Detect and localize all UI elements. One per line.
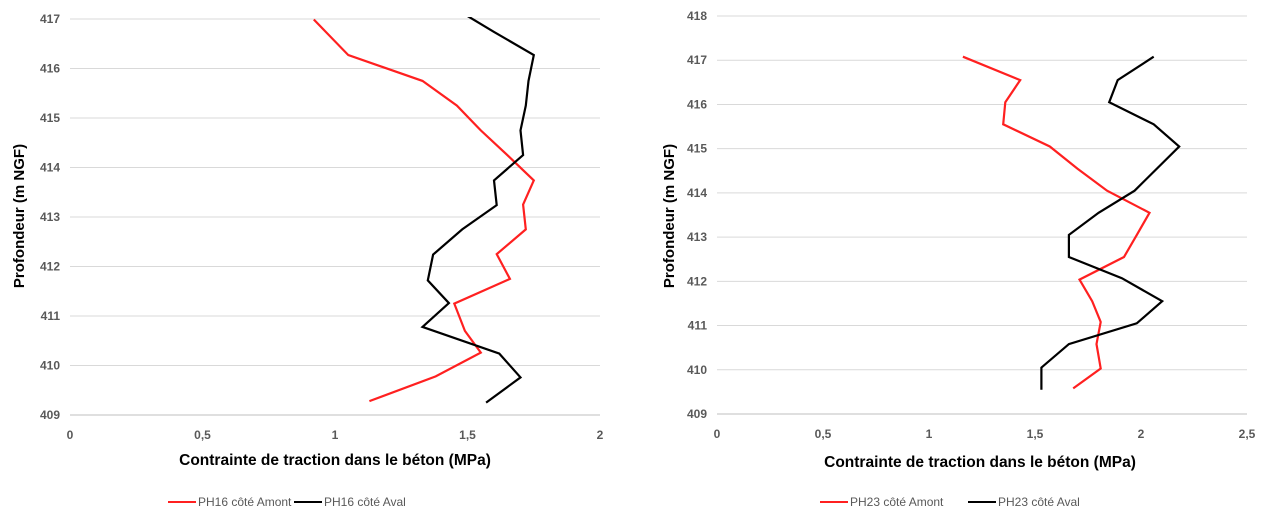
y-tick-label: 413 (40, 210, 60, 224)
grid (717, 15, 1247, 415)
legend: PH23 côté Amont PH23 côté Aval (820, 495, 1080, 509)
plot-series (962, 55, 1181, 390)
x-tick-label: 1,5 (459, 428, 476, 442)
series-line-aval (1040, 55, 1181, 390)
x-tick-label: 1 (332, 428, 339, 442)
x-tick-label: 2,5 (1239, 427, 1256, 441)
legend-label-amont: PH16 côté Amont (198, 495, 292, 509)
y-tick-label: 415 (40, 111, 60, 125)
series-line-amont (313, 18, 536, 403)
y-tick-label: 414 (687, 186, 707, 200)
x-tick-label: 0 (67, 428, 74, 442)
x-tick-label: 1,5 (1027, 427, 1044, 441)
y-tick-label: 410 (40, 359, 60, 373)
y-tick-label: 409 (40, 408, 60, 422)
legend-label-amont: PH23 côté Amont (850, 495, 944, 509)
x-tick-label: 0 (714, 427, 721, 441)
x-tick-label: 0,5 (815, 427, 832, 441)
y-tick-label: 414 (40, 161, 60, 175)
y-tick-label: 409 (687, 407, 707, 421)
y-tick-label: 411 (688, 319, 708, 333)
x-tick-labels: 0 0,5 1 1,5 2 2,5 (714, 427, 1256, 441)
series-line-amont (962, 55, 1152, 390)
x-axis-title: Contrainte de traction dans le béton (MP… (824, 454, 1136, 471)
x-tick-label: 2 (1138, 427, 1145, 441)
y-tick-label: 417 (687, 53, 707, 67)
grid (70, 18, 600, 416)
y-axis-title: Profondeur (m NGF) (661, 144, 678, 288)
y-tick-label: 418 (687, 9, 707, 23)
chart-right: 409 410 411 412 413 414 415 416 417 418 0 0,5 1 1,5 2… (661, 9, 1256, 509)
y-tick-label: 416 (40, 62, 60, 76)
x-tick-label: 2 (597, 428, 604, 442)
plot-series (313, 17, 536, 404)
legend: PH16 côté Amont PH16 côté Aval (168, 495, 406, 509)
y-tick-labels: 409 410 411 412 413 414 415 416 417 (40, 12, 60, 422)
legend-label-aval: PH16 côté Aval (324, 495, 406, 509)
y-tick-label: 417 (40, 12, 60, 26)
y-tick-label: 410 (687, 363, 707, 377)
chart-left: 409 410 411 412 413 414 415 416 417 0 0,5 1 1,5 2 Pr… (11, 12, 604, 509)
legend-label-aval: PH23 côté Aval (998, 495, 1080, 509)
y-tick-label: 412 (687, 274, 707, 288)
y-axis-title: Profondeur (m NGF) (11, 144, 28, 288)
y-tick-label: 411 (41, 309, 61, 323)
y-tick-label: 413 (687, 230, 707, 244)
y-tick-label: 416 (687, 97, 707, 111)
x-tick-label: 1 (926, 427, 933, 441)
series-line-aval (420, 17, 536, 404)
x-tick-labels: 0 0,5 1 1,5 2 (67, 428, 604, 442)
y-tick-labels: 409 410 411 412 413 414 415 416 417 418 (687, 9, 707, 421)
x-tick-label: 0,5 (194, 428, 211, 442)
y-tick-label: 412 (40, 260, 60, 274)
y-tick-label: 415 (687, 142, 707, 156)
x-axis-title: Contrainte de traction dans le béton (MP… (179, 452, 491, 469)
